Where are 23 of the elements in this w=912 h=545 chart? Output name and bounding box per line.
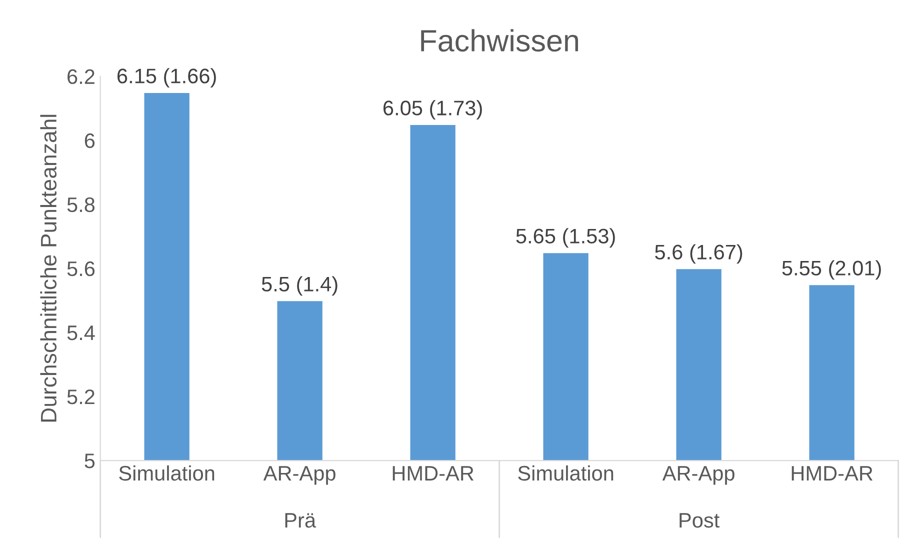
data-label: 6.15 (1.66) — [118, 68, 216, 88]
x-tick-label: HMD-AR — [392, 466, 474, 480]
chart-title: Fachwissen — [421, 29, 578, 52]
x-tick-label: AR-App — [263, 466, 336, 485]
x-tick-label: Simulation — [518, 465, 614, 481]
y-tick-label: 6 — [84, 133, 95, 148]
text: Prä — [285, 513, 316, 528]
y-tick-label: 5.4 — [67, 326, 95, 340]
y-tick-label: 5 — [84, 454, 95, 468]
x-tick-label: HMD-AR — [792, 466, 873, 480]
y-tick-label: 5.8 — [67, 197, 95, 212]
y-tick-label: 5.2 — [67, 389, 94, 404]
data-label: 5.65 (1.53) — [516, 228, 615, 248]
x-tick-label: AR-App — [662, 466, 734, 485]
data-label: 5.5 (1.4) — [262, 276, 338, 296]
data-label: 6.05 (1.73) — [384, 100, 482, 120]
data-label: 5.6 (1.67) — [655, 244, 742, 264]
y-tick-label: 6.2 — [68, 69, 94, 84]
y-tick-label: 5.6 — [67, 261, 95, 276]
y-axis-title: Durchschnittliche Punkteanzahl — [40, 114, 57, 422]
text: Post — [680, 513, 720, 528]
x-tick-label: Simulation — [119, 465, 214, 481]
data-label: 5.55 (2.01) — [782, 260, 881, 280]
